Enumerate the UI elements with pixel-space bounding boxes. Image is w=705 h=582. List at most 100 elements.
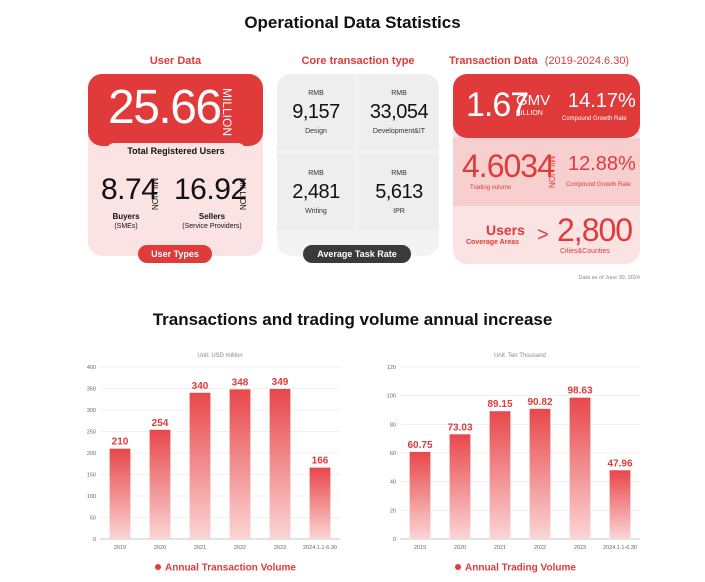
core-cell-rmb: RMB [308,90,324,97]
volume-label: Trading volume [470,185,512,191]
legend-label: Annual Transaction Volume [165,563,296,574]
bar [489,411,511,539]
section2-title: Transactions and trading volume annual i… [152,310,553,329]
x-tick-label: 2022 [534,545,546,551]
cities-value: 2,800 [557,212,633,248]
sellers-value: 16.92 [174,173,247,206]
core-cell-label: Development&IT [372,128,426,135]
x-tick-label: 2019 [114,545,126,551]
y-tick-label: 300 [87,408,96,414]
x-tick-label: 2020 [454,545,466,551]
sellers-unit: MILLION [238,178,247,211]
data-label: 210 [112,437,129,448]
data-label: 90.82 [527,397,552,408]
sellers-label: Sellers [198,212,226,221]
unit-label: Unit: Ten Thousand [494,353,546,359]
total-users-unit: MILLION [220,88,234,137]
volume-value: 4.6034 [462,148,555,184]
y-tick-label: 100 [87,494,96,500]
core-cell-value: 33,054 [369,101,429,123]
x-tick-label: 2019 [414,545,426,551]
data-label: 348 [232,377,249,388]
transaction-period: (2019-2024.6.30) [544,55,630,67]
core-heading: Core transaction type [301,55,415,67]
core-cell-ipr: RMB 5,613 IPR [359,154,439,230]
core-cell-label: Writing [305,208,327,215]
bar [309,467,331,539]
bar [449,434,471,539]
x-tick-label: 2024.1.1-6.30 [603,545,637,551]
volume-growth: 12.88% [568,153,636,175]
data-label: 349 [272,377,289,388]
charts-svg: Unit: USD million05010015020025030035040… [87,353,640,574]
bar [189,392,211,539]
y-tick-label: 0 [93,537,96,543]
user-data-heading: User Data [149,55,202,67]
core-cell-rmb: RMB [391,170,407,177]
trading-volume-chart: Unit: Ten Thousand 0 20 40 60 80 100 120 60.75 20… [387,353,640,574]
y-tick-label: 150 [87,473,96,479]
x-tick-label: 2022 [234,545,246,551]
core-cell-development: RMB 33,054 Development&IT [359,74,439,150]
gmv-value: 1.67 [466,86,529,124]
data-note: Data as of June 30, 2024 [578,275,640,281]
total-users-card [88,74,263,146]
x-tick-label: 2023 [574,545,586,551]
coverage-label: Coverage Areas [466,239,520,246]
y-tick-label: 200 [87,451,96,457]
transaction-volume-chart: Unit: USD million 0 50 100 150 200 250 300 350 40… [87,353,340,574]
bar [569,397,591,539]
data-label: 98.63 [567,386,592,397]
bar [409,451,431,539]
bar [229,389,251,539]
y-tick-label: 0 [393,537,396,543]
gmv-billion: BILLION [516,110,543,117]
x-tick-label: 2023 [274,545,286,551]
cities-label: Cities&Counties [560,248,610,255]
buyers-label: Buyers [112,212,140,221]
transaction-heading-row: Transaction Data (2019-2024.6.30) [449,55,629,67]
volume-growth-label: Compound Growth Rate [566,182,631,188]
x-tick-label: 2021 [194,545,206,551]
core-cell-value: 2,481 [292,181,340,203]
x-tick-label: 2021 [494,545,506,551]
bar [149,429,171,539]
volume-unit: MILLION [547,156,556,189]
bar [609,470,631,539]
data-label: 89.15 [487,399,512,410]
gmv-growth-label: Compound Growth Rate [562,116,627,122]
y-tick-label: 250 [87,430,96,436]
y-tick-label: 50 [90,516,96,522]
bar [109,448,131,539]
y-tick-label: 400 [87,365,96,371]
y-tick-label: 80 [390,422,396,428]
volume-band [453,138,640,206]
gmv-unit: GMV [516,92,551,109]
data-label: 47.96 [607,458,632,469]
bar [269,388,291,539]
legend-label: Annual Trading Volume [465,563,576,574]
gmv-card [453,74,640,138]
page-title: Operational Data Statistics [244,13,461,32]
sellers-sub: (Service Providers) [182,223,242,230]
data-label: 166 [312,456,329,467]
total-users-label: Total Registered Users [106,143,246,160]
core-cell-rmb: RMB [308,170,324,177]
legend-marker [455,564,461,570]
arrow-right-icon: > [537,224,549,246]
core-cell-label: Design [305,128,327,135]
buyers-value: 8.74 [101,173,158,206]
core-panel: RMB 9,157 Design RMB 33,054 Development&… [277,74,439,256]
average-task-rate-pill: Average Task Rate [303,245,411,263]
data-label: 73.03 [447,422,472,433]
bar [529,408,551,539]
data-label: 60.75 [407,440,432,451]
core-cell-label: IPR [393,208,405,215]
y-tick-label: 40 [390,480,396,486]
total-users-value: 25.66 [108,81,222,134]
y-tick-label: 60 [390,451,396,457]
y-tick-label: 350 [87,387,96,393]
x-tick-label: 2024.1.1-6.30 [303,545,337,551]
data-label: 340 [192,381,209,392]
legend-marker [155,564,161,570]
